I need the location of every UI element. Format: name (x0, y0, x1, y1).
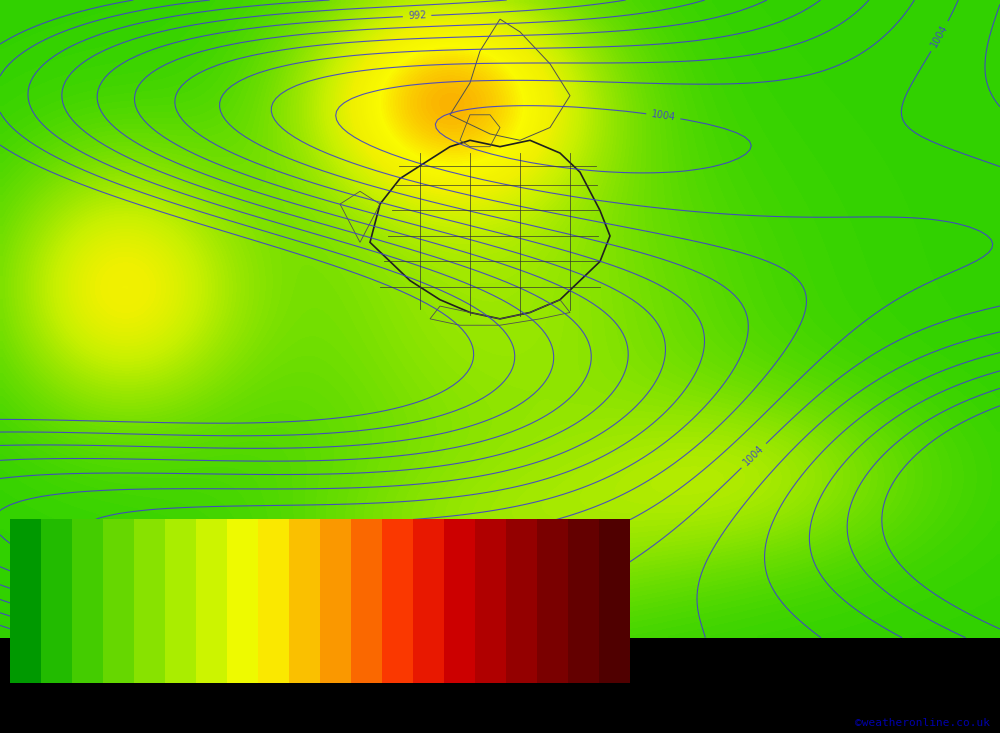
Text: 1004: 1004 (929, 23, 950, 49)
Text: 1004: 1004 (742, 443, 766, 468)
Text: 992: 992 (408, 10, 427, 21)
Text: 16: 16 (499, 718, 513, 729)
FancyBboxPatch shape (599, 519, 630, 683)
FancyBboxPatch shape (475, 519, 506, 683)
FancyBboxPatch shape (568, 519, 599, 683)
FancyBboxPatch shape (320, 519, 351, 683)
FancyBboxPatch shape (382, 519, 413, 683)
FancyBboxPatch shape (196, 519, 227, 683)
Text: Surface pressure Spread mean+σ [hPa] GFS ENS  Fr 27-09-2024 06:00 UTC (18+84): Surface pressure Spread mean+σ [hPa] GFS… (10, 645, 626, 658)
FancyBboxPatch shape (227, 519, 258, 683)
FancyBboxPatch shape (289, 519, 320, 683)
FancyBboxPatch shape (506, 519, 537, 683)
FancyBboxPatch shape (72, 519, 103, 683)
FancyBboxPatch shape (165, 519, 196, 683)
FancyBboxPatch shape (134, 519, 165, 683)
FancyBboxPatch shape (351, 519, 382, 683)
Text: 14: 14 (437, 718, 451, 729)
Text: 992: 992 (85, 595, 106, 611)
Text: ©weatheronline.co.uk: ©weatheronline.co.uk (855, 718, 990, 729)
Text: 8: 8 (255, 718, 261, 729)
Text: 10: 10 (313, 718, 327, 729)
Text: 12: 12 (375, 718, 389, 729)
FancyBboxPatch shape (537, 519, 568, 683)
FancyBboxPatch shape (41, 519, 72, 683)
FancyBboxPatch shape (103, 519, 134, 683)
FancyBboxPatch shape (413, 519, 444, 683)
Text: 1004: 1004 (650, 109, 676, 123)
FancyBboxPatch shape (444, 519, 475, 683)
Text: 6: 6 (193, 718, 199, 729)
Text: 4: 4 (131, 718, 137, 729)
Text: 20: 20 (623, 718, 637, 729)
FancyBboxPatch shape (10, 519, 41, 683)
Text: 2: 2 (69, 718, 75, 729)
Text: 0: 0 (7, 718, 13, 729)
Text: 18: 18 (561, 718, 575, 729)
FancyBboxPatch shape (258, 519, 289, 683)
